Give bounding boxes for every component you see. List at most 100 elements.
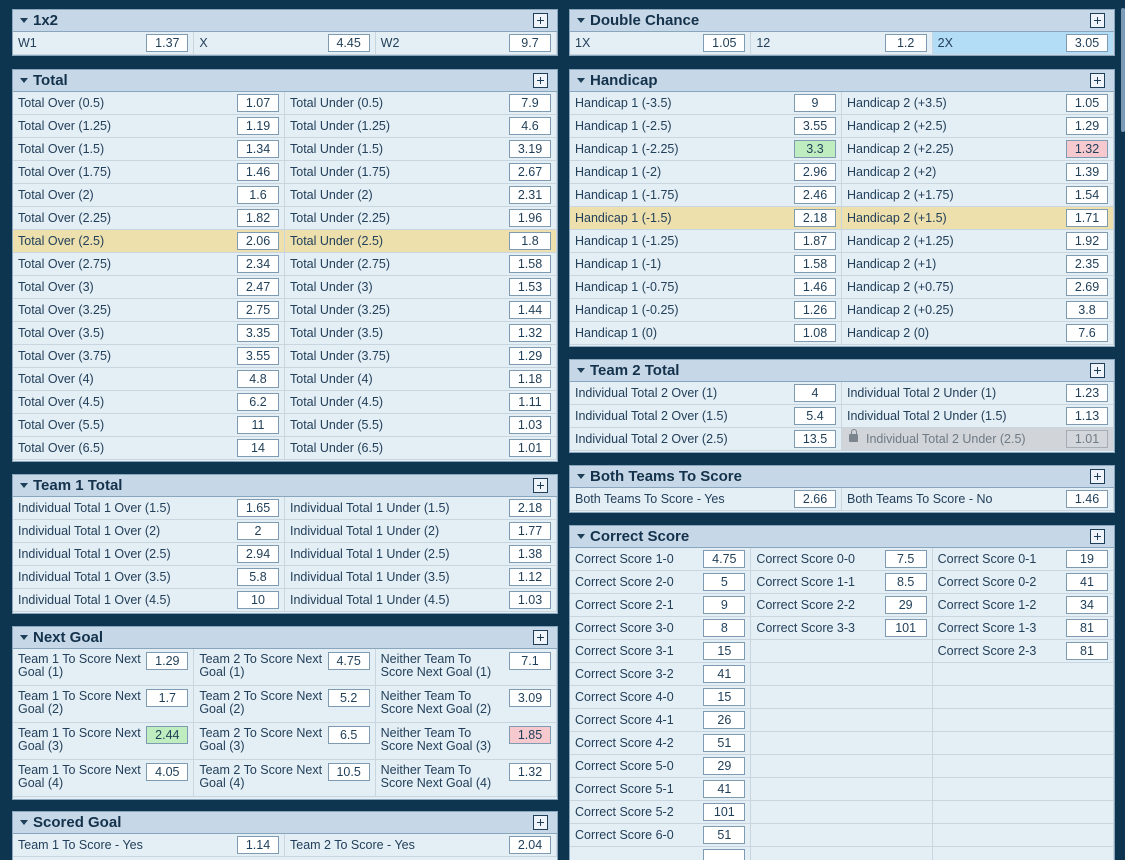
odds-value[interactable]: 2.66 — [794, 490, 836, 508]
odds-cell[interactable] — [570, 847, 752, 860]
odds-cell[interactable]: Team 2 To Score Next Goal (1) 4.75 — [194, 649, 376, 686]
odds-cell[interactable]: Team 1 To Score - Yes 1.14 — [13, 834, 285, 857]
odds-cell[interactable]: Total Under (3) 1.53 — [285, 276, 557, 299]
market-header[interactable]: Team 2 Total — [570, 360, 1114, 382]
odds-value[interactable]: 1.46 — [794, 278, 836, 296]
odds-value[interactable]: 51 — [703, 734, 746, 752]
odds-cell[interactable]: Handicap 2 (+2.5) 1.29 — [842, 115, 1114, 138]
odds-value[interactable]: 7.1 — [508, 652, 551, 670]
odds-cell[interactable]: Team 1 To Score Next Goal (4) 4.05 — [13, 760, 195, 797]
odds-value[interactable]: 2.35 — [1066, 255, 1108, 273]
market-header[interactable]: Correct Score — [570, 526, 1114, 548]
odds-cell[interactable]: Handicap 1 (-2.25) 3.3 — [570, 138, 842, 161]
odds-cell[interactable]: Neither Team To Score Next Goal (2) 3.09 — [375, 686, 557, 723]
odds-value[interactable]: 81 — [1065, 642, 1108, 660]
odds-cell[interactable]: Correct Score 1-3 81 — [932, 617, 1114, 640]
odds-cell[interactable]: Team 1 To Score Next Goal (1) 1.29 — [13, 649, 195, 686]
odds-value[interactable]: 34 — [1065, 596, 1108, 614]
expand-plus-icon[interactable] — [533, 73, 548, 88]
odds-cell[interactable]: Individual Total 1 Over (1.5) 1.65 — [13, 497, 285, 520]
odds-value[interactable]: 2.67 — [509, 163, 551, 181]
odds-cell[interactable]: Handicap 2 (+2) 1.39 — [842, 161, 1114, 184]
scrollbar[interactable] — [1121, 8, 1125, 132]
odds-value[interactable]: 9 — [703, 596, 746, 614]
odds-cell[interactable]: Individual Total 1 Under (2) 1.77 — [285, 520, 557, 543]
odds-cell[interactable]: Handicap 2 (+0.75) 2.69 — [842, 276, 1114, 299]
odds-value[interactable]: 1.07 — [237, 94, 279, 112]
odds-cell[interactable]: Handicap 2 (+1) 2.35 — [842, 253, 1114, 276]
odds-value[interactable]: 1.26 — [794, 301, 836, 319]
odds-cell[interactable]: Correct Score 4-2 51 — [570, 732, 752, 755]
odds-cell[interactable]: Handicap 2 (+1.75) 1.54 — [842, 184, 1114, 207]
odds-cell[interactable]: Total Over (6.5) 14 — [13, 437, 285, 460]
odds-value[interactable]: 2.75 — [237, 301, 279, 319]
odds-cell[interactable]: Total Under (0.5) 7.9 — [285, 92, 557, 115]
odds-cell[interactable]: Total Under (2.25) 1.96 — [285, 207, 557, 230]
odds-value[interactable]: 9 — [794, 94, 836, 112]
odds-cell[interactable]: Total Under (5.5) 1.03 — [285, 414, 557, 437]
odds-value[interactable]: 1.54 — [1066, 186, 1108, 204]
odds-cell[interactable]: Total Under (3.5) 1.32 — [285, 322, 557, 345]
odds-value[interactable]: 1.58 — [509, 255, 551, 273]
odds-value[interactable]: 2.18 — [509, 499, 551, 517]
odds-value[interactable]: 4.05 — [146, 763, 189, 781]
odds-value[interactable]: 41 — [703, 665, 746, 683]
odds-cell[interactable]: Individual Total 1 Under (4.5) 1.03 — [285, 589, 557, 612]
odds-cell[interactable]: Total Under (4.5) 1.11 — [285, 391, 557, 414]
odds-value[interactable]: 2.18 — [794, 209, 836, 227]
odds-value[interactable]: 1.32 — [1066, 140, 1108, 158]
odds-cell[interactable]: Individual Total 1 Under (1.5) 2.18 — [285, 497, 557, 520]
odds-cell[interactable]: Individual Total 1 Over (3.5) 5.8 — [13, 566, 285, 589]
odds-value[interactable]: 1.37 — [146, 34, 189, 52]
odds-value[interactable]: 9.7 — [508, 34, 551, 52]
odds-cell[interactable]: Handicap 1 (-2.5) 3.55 — [570, 115, 842, 138]
odds-value[interactable]: 1.77 — [509, 522, 551, 540]
expand-plus-icon[interactable] — [1090, 73, 1105, 88]
odds-value[interactable]: 51 — [703, 826, 746, 844]
odds-cell[interactable]: Correct Score 1-2 34 — [932, 594, 1114, 617]
odds-cell[interactable]: W1 1.37 — [13, 32, 195, 55]
odds-value[interactable]: 1.05 — [703, 34, 746, 52]
expand-plus-icon[interactable] — [533, 815, 548, 830]
odds-value[interactable]: 41 — [703, 780, 746, 798]
odds-cell[interactable]: Individual Total 1 Under (3.5) 1.12 — [285, 566, 557, 589]
odds-cell[interactable]: Correct Score 5-2 101 — [570, 801, 752, 824]
odds-value[interactable] — [703, 849, 746, 860]
odds-cell[interactable]: Handicap 2 (+0.25) 3.8 — [842, 299, 1114, 322]
odds-cell[interactable]: Team 2 To Score - Yes 2.04 — [285, 834, 557, 857]
odds-value[interactable]: 1.6 — [237, 186, 279, 204]
odds-cell[interactable]: Total Over (3.25) 2.75 — [13, 299, 285, 322]
odds-value[interactable]: 1.32 — [509, 324, 551, 342]
odds-cell[interactable]: Handicap 2 (0) 7.6 — [842, 322, 1114, 345]
odds-value[interactable]: 1.29 — [509, 347, 551, 365]
odds-value[interactable]: 2.46 — [794, 186, 836, 204]
odds-value[interactable]: 4 — [794, 384, 836, 402]
odds-value[interactable]: 4.45 — [327, 34, 370, 52]
odds-cell[interactable]: Total Over (3.5) 3.35 — [13, 322, 285, 345]
odds-value[interactable]: 29 — [703, 757, 746, 775]
odds-cell[interactable]: Total Under (2) 2.31 — [285, 184, 557, 207]
odds-cell[interactable]: Total Under (4) 1.18 — [285, 368, 557, 391]
odds-value[interactable]: 3.35 — [237, 324, 279, 342]
odds-cell[interactable]: Individual Total 2 Over (2.5) 13.5 — [570, 428, 842, 451]
odds-value[interactable]: 6.5 — [327, 726, 370, 744]
odds-cell[interactable]: Correct Score 4-0 15 — [570, 686, 752, 709]
odds-value[interactable]: 19 — [1065, 550, 1108, 568]
odds-cell[interactable]: Total Over (1.75) 1.46 — [13, 161, 285, 184]
odds-value[interactable]: 1.34 — [237, 140, 279, 158]
odds-cell[interactable]: Correct Score 2-2 29 — [751, 594, 933, 617]
odds-value[interactable]: 1.03 — [509, 591, 551, 609]
odds-cell[interactable]: 12 1.2 — [751, 32, 933, 55]
market-header[interactable]: Handicap — [570, 70, 1114, 92]
odds-cell[interactable]: Team 1 To Score Next Goal (3) 2.44 — [13, 723, 195, 760]
odds-value[interactable]: 101 — [703, 803, 746, 821]
odds-value[interactable]: 14 — [237, 439, 279, 457]
market-header[interactable]: Total — [13, 70, 557, 92]
odds-value[interactable]: 11 — [237, 416, 279, 434]
odds-cell[interactable]: Correct Score 3-3 101 — [751, 617, 933, 640]
odds-cell[interactable]: Neither Team To Score Next Goal (1) 7.1 — [375, 649, 557, 686]
odds-value[interactable]: 7.6 — [1066, 324, 1108, 342]
odds-cell[interactable]: Total Over (3) 2.47 — [13, 276, 285, 299]
odds-value[interactable]: 1.46 — [237, 163, 279, 181]
odds-value[interactable]: 2.47 — [237, 278, 279, 296]
